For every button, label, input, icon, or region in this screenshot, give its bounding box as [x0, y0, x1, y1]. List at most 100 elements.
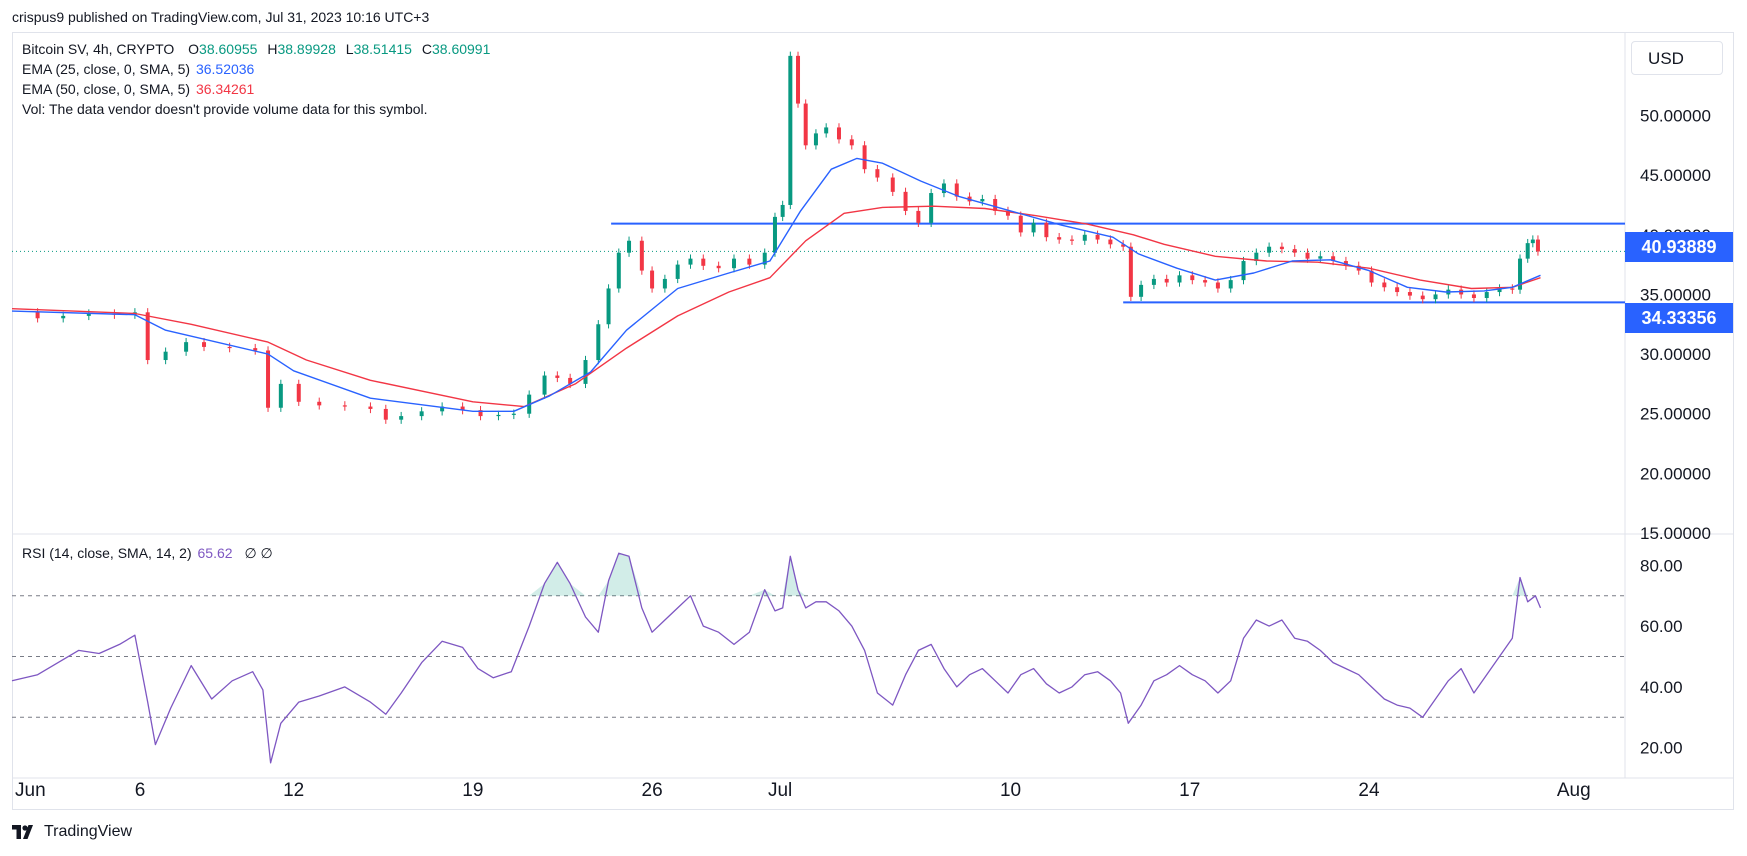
legend-rsi-row[interactable]: RSI (14, close, SMA, 14, 2) 65.62 ∅ ∅: [22, 543, 273, 563]
resistance-level-tag: 40.93889: [1625, 232, 1733, 262]
candle-body: [903, 191, 908, 211]
candle-body: [803, 103, 808, 146]
currency-button[interactable]: USD: [1631, 41, 1723, 75]
legend-ema25-value: 36.52036: [195, 61, 255, 77]
legend-close-label: C: [421, 41, 432, 57]
price-axis-tick: 15.00000: [1640, 524, 1711, 543]
candle-body: [639, 240, 644, 271]
candle-body: [1128, 246, 1133, 297]
legend-ema25-row[interactable]: EMA (25, close, 0, SMA, 5) 36.52036: [22, 59, 254, 79]
rsi-axis-tick: 20.00: [1640, 739, 1683, 758]
candle-body: [1305, 252, 1310, 259]
candle-body: [780, 204, 785, 217]
rsi-overbought-area: [557, 562, 571, 596]
rsi-line: [11, 552, 1542, 764]
date-axis-tick: Jun: [15, 780, 46, 801]
date-axis-tick: 17: [1179, 780, 1200, 801]
date-axis-tick: 24: [1358, 780, 1380, 801]
date-axis-tick: Jul: [768, 780, 792, 801]
candle-body: [496, 414, 501, 417]
candle-body: [317, 401, 322, 406]
candle-body: [1535, 239, 1540, 252]
candle-body: [1518, 258, 1523, 290]
candle-body: [163, 351, 168, 361]
candle-body: [1177, 275, 1182, 283]
candle-body: [606, 288, 611, 325]
publisher-credit: crispus9 published on TradingView.com, J…: [12, 9, 430, 25]
ema50-line: [11, 205, 1541, 408]
rsi-axis-tick: 40.00: [1640, 678, 1683, 697]
candle-body: [1395, 287, 1400, 293]
candle-body: [1433, 294, 1438, 300]
candle-body: [1471, 294, 1476, 299]
candle-body: [954, 183, 959, 197]
rsi-overbought-area: [608, 553, 619, 596]
candle-body: [929, 193, 934, 223]
legend-low-label: L: [345, 41, 354, 57]
legend-rsi-extra: ∅ ∅: [244, 545, 273, 561]
legend-ema50-row[interactable]: EMA (50, close, 0, SMA, 5) 36.34261: [22, 79, 254, 99]
legend-rsi-value: 65.62: [197, 545, 233, 561]
date-axis-tick: 26: [642, 780, 663, 801]
candle-body: [184, 342, 189, 352]
candle-body: [1318, 256, 1323, 259]
candle-body: [849, 139, 854, 146]
legend-high-label: H: [267, 41, 278, 57]
candle-body: [1382, 282, 1387, 288]
candle-body: [1121, 244, 1126, 247]
candle-body: [788, 55, 793, 205]
rsi-axis-tick: 60.00: [1640, 617, 1683, 636]
legend-ema50-value: 36.34261: [195, 81, 255, 97]
legend-high-value: 38.89928: [277, 41, 336, 57]
legend-symbol-row: Bitcoin SV, 4h, CRYPTO O38.60955 H38.899…: [22, 39, 490, 59]
candle-body: [1151, 278, 1156, 285]
candle-body: [419, 411, 424, 417]
candle-body: [35, 312, 40, 319]
legend-vol-row: Vol: The data vendor doesn't provide vol…: [22, 99, 428, 119]
legend-vol-text: Vol: The data vendor doesn't provide vol…: [22, 101, 428, 117]
candle-body: [1018, 215, 1023, 233]
rsi-overbought-area: [1520, 577, 1528, 596]
tradingview-logo[interactable]: TradingView: [12, 823, 132, 841]
candle-body: [1215, 282, 1220, 289]
candle-body: [688, 258, 693, 265]
date-axis-tick: 19: [462, 780, 483, 801]
candle-body: [796, 55, 801, 104]
legend-low-value: 38.51415: [353, 41, 412, 57]
candle-body: [1139, 284, 1144, 297]
candle-body: [583, 360, 588, 384]
resistance-level-value: 40.93889: [1641, 237, 1717, 257]
candle-body: [1190, 275, 1195, 281]
candle-body: [1031, 222, 1036, 233]
price-axis-tick: 20.00000: [1640, 464, 1711, 483]
candle-body: [1241, 261, 1246, 281]
candle-body: [342, 405, 347, 407]
candle-body: [1331, 256, 1336, 262]
candle-body: [542, 375, 547, 395]
date-axis-tick: 10: [1000, 780, 1021, 801]
candle-body: [824, 127, 829, 134]
candle-body: [980, 199, 985, 202]
rsi-overbought-area: [544, 562, 558, 596]
candle-body: [202, 342, 207, 347]
candle-body: [1530, 239, 1535, 244]
candle-body: [1292, 249, 1297, 253]
currency-label: USD: [1648, 49, 1684, 68]
candle-body: [1203, 280, 1208, 283]
candle-body: [836, 127, 841, 140]
candle-body: [772, 216, 777, 253]
candle-body: [1082, 234, 1087, 241]
date-axis-tick: 12: [283, 780, 304, 801]
candle-body: [1254, 252, 1259, 262]
candle-body: [253, 348, 258, 351]
rsi-overbought-area: [749, 589, 765, 596]
candle-body: [596, 324, 601, 361]
candle-body: [662, 278, 667, 289]
support-level-tag: 34.33356: [1625, 303, 1733, 333]
candle-body: [627, 240, 632, 253]
candle-body: [716, 265, 721, 269]
legend-symbol: Bitcoin SV, 4h, CRYPTO: [22, 41, 175, 57]
candle-body: [1267, 246, 1272, 253]
candle-body: [941, 183, 946, 194]
